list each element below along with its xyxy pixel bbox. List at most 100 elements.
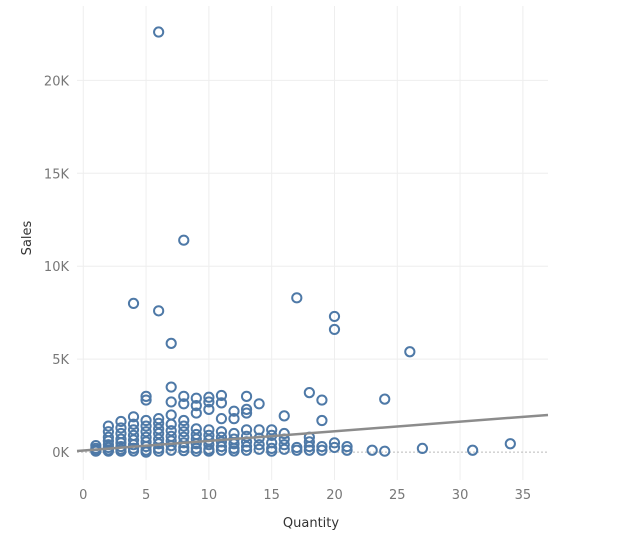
data-point	[266, 424, 278, 436]
data-point	[215, 426, 228, 438]
data-point	[153, 423, 165, 435]
data-point	[165, 381, 177, 393]
data-point	[228, 413, 240, 425]
data-point	[203, 396, 215, 408]
data-point	[165, 396, 177, 408]
data-point	[153, 445, 165, 457]
data-point	[341, 440, 353, 453]
data-point	[127, 411, 140, 423]
data-point	[90, 445, 102, 457]
x-tick-label: 20	[326, 488, 343, 503]
data-point	[203, 391, 215, 403]
data-point	[240, 424, 253, 436]
data-point	[240, 390, 253, 402]
data-point	[266, 445, 278, 457]
y-tick-label: 10K	[44, 260, 70, 275]
data-point	[153, 413, 165, 425]
data-point	[253, 398, 265, 410]
data-point	[215, 413, 228, 425]
data-point	[178, 420, 190, 432]
data-point	[178, 398, 190, 410]
x-axis-title: Quantity	[283, 516, 339, 531]
data-point	[127, 424, 140, 436]
data-point	[240, 444, 253, 456]
data-point	[127, 297, 140, 310]
data-point	[303, 387, 315, 399]
data-point	[115, 422, 127, 434]
data-point	[178, 414, 190, 427]
data-point	[278, 410, 290, 422]
data-point	[341, 444, 353, 456]
data-point	[291, 292, 303, 304]
data-point	[404, 346, 416, 358]
x-tick-label: 0	[79, 488, 87, 503]
data-points	[90, 26, 516, 458]
grid	[77, 6, 548, 480]
data-point	[140, 414, 152, 427]
data-point	[190, 438, 202, 450]
data-point	[278, 427, 290, 440]
data-point	[178, 390, 190, 402]
data-point	[240, 440, 253, 453]
trend-line-group	[76, 413, 549, 453]
y-tick-label: 5K	[52, 353, 69, 368]
y-tick-label: 0K	[52, 446, 69, 461]
data-point	[165, 440, 177, 452]
data-point	[178, 234, 190, 246]
data-point	[203, 424, 215, 436]
data-point	[215, 397, 228, 409]
data-point	[140, 390, 152, 402]
data-point	[303, 444, 315, 456]
data-point	[291, 444, 303, 456]
data-point	[140, 426, 152, 438]
data-point	[165, 337, 177, 349]
data-point	[215, 389, 228, 402]
axes: 0 5 10 15 20 25 30 35 0K 5K 10K 15K 20K	[44, 74, 531, 503]
data-point	[316, 414, 328, 427]
data-point	[240, 407, 253, 419]
data-point	[328, 323, 341, 336]
data-point	[328, 310, 341, 323]
data-point	[240, 430, 253, 442]
data-point	[467, 444, 479, 456]
data-point	[504, 438, 516, 450]
x-tick-label: 25	[389, 488, 406, 503]
y-tick-label: 15K	[44, 167, 70, 182]
data-point	[416, 442, 428, 454]
data-point	[215, 440, 228, 453]
data-point	[102, 431, 115, 443]
data-point	[102, 420, 115, 432]
data-point	[328, 437, 341, 449]
data-point	[127, 439, 140, 451]
x-tick-label: 35	[515, 488, 532, 503]
data-point	[203, 445, 215, 457]
data-point	[140, 420, 152, 432]
data-point	[190, 407, 202, 419]
data-point	[115, 415, 127, 428]
data-point	[316, 394, 328, 406]
data-point	[153, 417, 165, 429]
data-point	[190, 423, 202, 435]
data-point	[178, 426, 190, 438]
data-point	[366, 444, 378, 456]
data-point	[190, 400, 202, 412]
y-axis-title: Sales	[20, 220, 35, 255]
data-point	[102, 445, 115, 457]
data-point	[165, 444, 177, 456]
x-tick-label: 15	[263, 488, 280, 503]
data-point	[115, 433, 127, 445]
data-point	[278, 439, 290, 451]
data-point	[140, 394, 152, 406]
data-point	[240, 403, 253, 415]
data-point	[165, 425, 177, 437]
data-point	[165, 418, 177, 430]
x-tick-label: 30	[452, 488, 469, 503]
data-point	[127, 418, 140, 430]
x-tick-label: 10	[201, 488, 218, 503]
data-point	[379, 445, 391, 457]
data-point	[253, 443, 265, 455]
data-point	[316, 440, 328, 453]
data-point	[379, 393, 391, 405]
